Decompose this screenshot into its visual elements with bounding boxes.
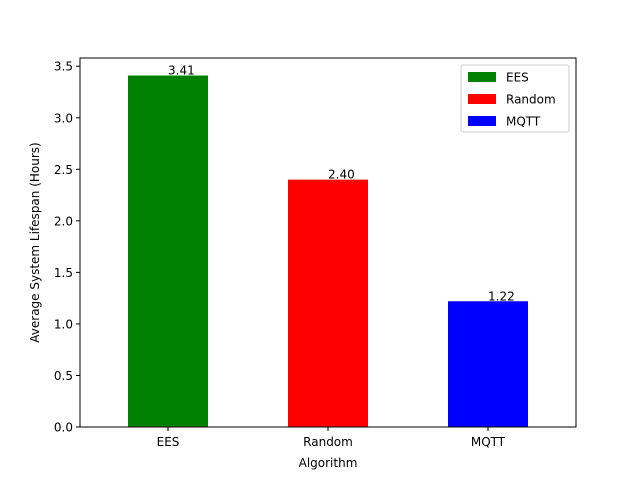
y-tick-label: 1.5 [54,266,73,280]
y-tick-label: 3.5 [54,60,73,74]
x-axis-ticks: EES Random MQTT [157,427,506,449]
legend-label-ees: EES [506,71,529,85]
y-tick-label: 2.5 [54,163,73,177]
x-tick-label: Random [303,435,353,449]
bar-mqtt [448,301,528,427]
y-tick-label: 1.0 [54,317,73,331]
data-label-mqtt: 1.22 [488,289,515,303]
legend-swatch-ees [468,72,496,82]
y-tick-label: 0.5 [54,369,73,383]
bar-ees [128,75,208,428]
legend-swatch-random [468,94,496,104]
legend-label-mqtt: MQTT [506,115,541,129]
y-tick-label: 3.0 [54,111,73,125]
x-tick-label: EES [157,435,180,449]
bars-group [128,75,528,428]
data-labels-group: 3.41 2.40 1.22 [168,64,515,304]
x-axis-label: Algorithm [299,456,358,470]
legend: EES Random MQTT [460,64,570,133]
data-label-ees: 3.41 [168,64,195,78]
x-tick-label: MQTT [471,435,506,449]
bar-random [288,179,368,427]
legend-swatch-mqtt [468,116,496,126]
y-axis-label: Average System Lifespan (Hours) [28,142,42,342]
y-axis-ticks: 0.0 0.5 1.0 1.5 2.0 2.5 3.0 3.5 [54,60,80,435]
legend-label-random: Random [506,93,556,107]
data-label-random: 2.40 [328,168,355,182]
y-tick-label: 2.0 [54,214,73,228]
y-tick-label: 0.0 [54,421,73,435]
